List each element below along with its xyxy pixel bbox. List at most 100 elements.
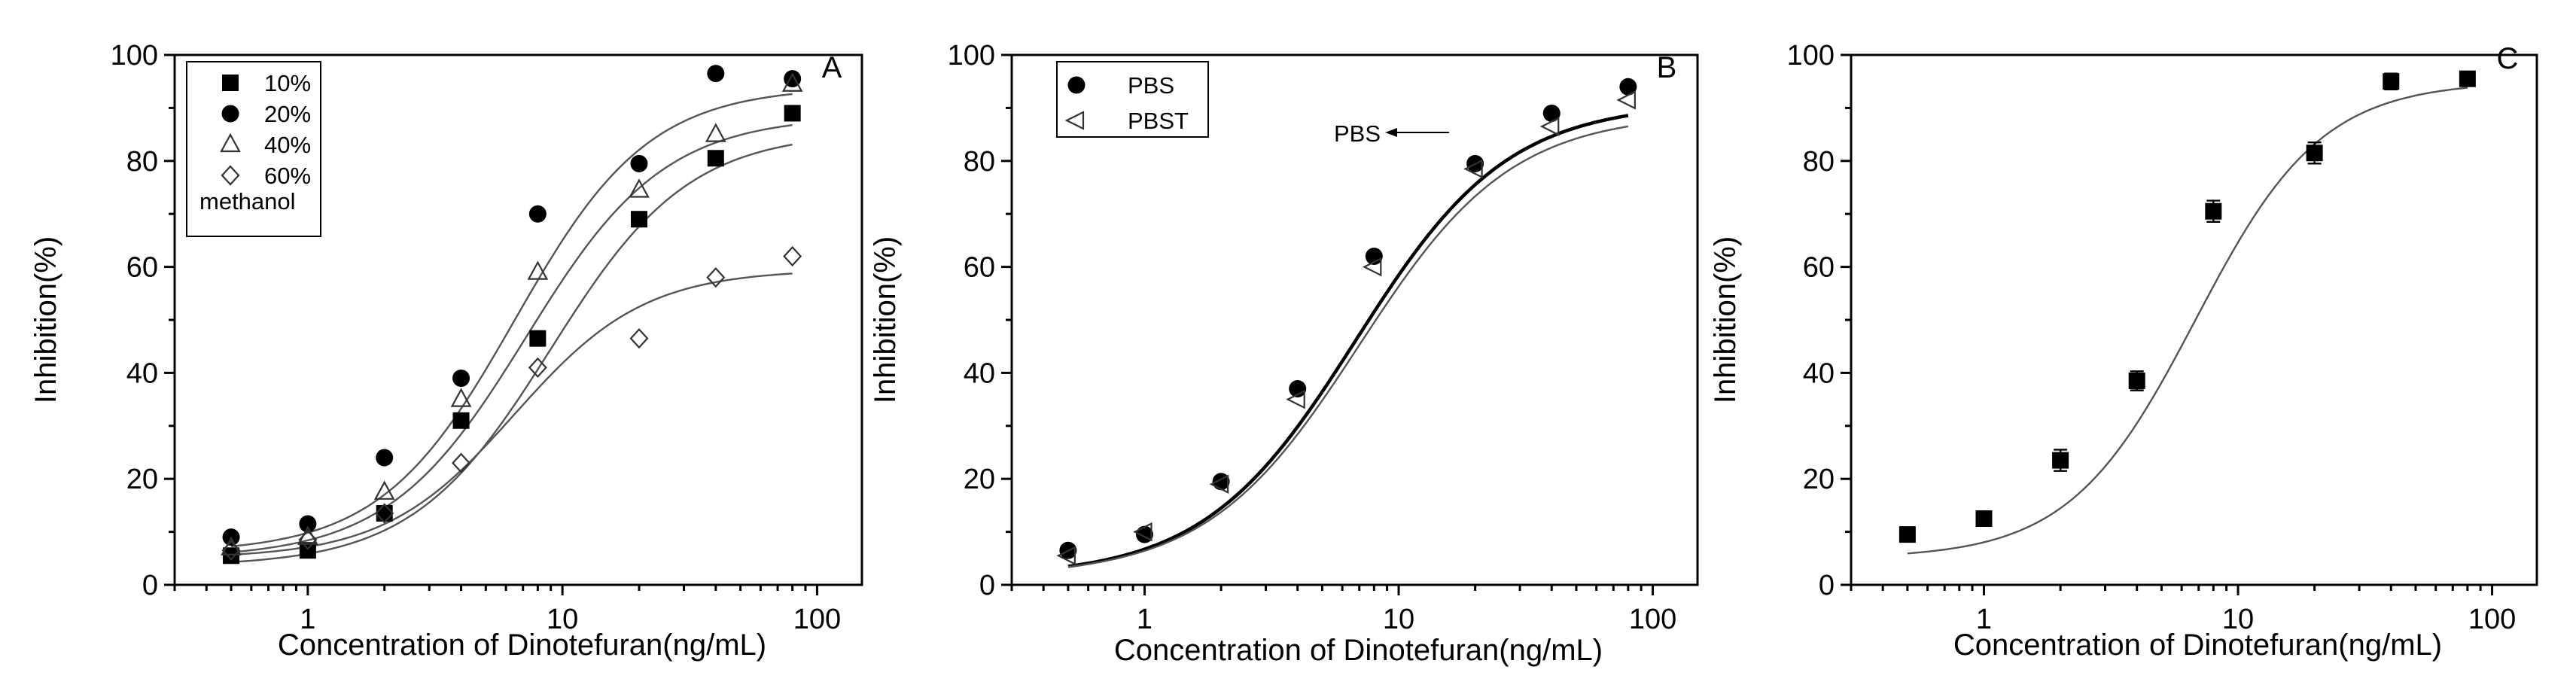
- data-point: [375, 503, 394, 524]
- data-point: [1463, 159, 1483, 179]
- data-point: [629, 328, 649, 349]
- legend-entry: 60%: [264, 163, 311, 189]
- y-tick-label: 100: [948, 40, 995, 72]
- data-point: [376, 449, 394, 467]
- data-point: [1616, 90, 1636, 110]
- data-point: [1542, 104, 1561, 122]
- legend-entry: 10%: [264, 70, 311, 96]
- y-tick-label: 80: [126, 146, 158, 178]
- data-point: [452, 369, 470, 387]
- x-tick-label: 1: [1976, 604, 1992, 635]
- data-point: [529, 330, 547, 347]
- data-point: [630, 211, 647, 228]
- y-axis-title: Inhibition(%): [29, 236, 62, 403]
- y-tick-label: 40: [1803, 358, 1835, 389]
- x-tick-label: 10: [1383, 604, 1414, 635]
- y-tick-label: 60: [1803, 252, 1835, 284]
- y-tick-label: 100: [1787, 40, 1835, 72]
- data-point: [705, 123, 726, 142]
- y-axis-title: Inhibition(%): [1709, 236, 1742, 403]
- data-point: [528, 205, 547, 223]
- data-point: [1362, 257, 1382, 277]
- y-tick-label: 0: [142, 570, 158, 601]
- x-tick-label: 100: [793, 604, 841, 635]
- panel-letter: A: [822, 51, 842, 84]
- data-point: [781, 72, 803, 92]
- data-point: [2052, 452, 2069, 469]
- panel-letter: B: [1657, 51, 1677, 84]
- fit-curve-pbs: [1067, 114, 1629, 568]
- fit-curve-10pct: [230, 143, 793, 563]
- data-point: [707, 65, 725, 83]
- x-tick-label: 1: [300, 604, 315, 635]
- data-point: [376, 504, 393, 522]
- data-point: [1286, 389, 1305, 409]
- data-point: [1539, 117, 1560, 136]
- x-tick-label: 10: [547, 604, 578, 635]
- y-tick-label: 60: [964, 252, 995, 284]
- fit-curve-40pct: [230, 124, 793, 553]
- y-tick-label: 0: [979, 570, 995, 601]
- y-tick-label: 60: [126, 252, 158, 284]
- data-point: [299, 542, 316, 559]
- x-axis-title: Concentration of Dinotefuran(ng/mL): [1114, 634, 1603, 667]
- annotation-arrowhead: [1385, 128, 1397, 137]
- data-point: [452, 452, 471, 473]
- data-point: [706, 267, 726, 288]
- data-point: [450, 388, 472, 407]
- fit-curve-mean: [1907, 87, 2468, 555]
- legend-box: [1056, 61, 1209, 138]
- data-point: [1899, 526, 1916, 543]
- y-tick-label: 40: [126, 358, 158, 389]
- panel-letter: C: [2497, 42, 2519, 75]
- y-axis-title: Inhibition(%): [869, 236, 902, 403]
- data-point: [784, 105, 801, 122]
- data-point: [373, 480, 395, 500]
- fit-curve-20pct: [230, 93, 793, 548]
- x-tick-label: 100: [2468, 604, 2516, 635]
- data-point: [1619, 78, 1637, 96]
- legend-entry: 20%: [264, 101, 311, 127]
- legend: 10% 20% 40% 60%methanol: [186, 61, 321, 237]
- data-point: [298, 529, 318, 550]
- data-point: [2205, 202, 2222, 220]
- annotation-label: PBS: [1334, 120, 1381, 147]
- x-tick-label: 100: [1629, 604, 1676, 635]
- fit-curve-60pct: [230, 272, 793, 556]
- legend-marker: [1067, 76, 1086, 94]
- chart-panel-a: 0 20 40 60 80 100 1 10 100 Concentration of Dinot…: [29, 40, 863, 662]
- y-tick-label: 40: [964, 358, 995, 389]
- data-point: [299, 515, 317, 533]
- data-point: [452, 412, 470, 429]
- legend-note: methanol: [199, 188, 296, 215]
- legend-marker: [1064, 111, 1085, 130]
- data-point: [2128, 372, 2145, 389]
- x-tick-label: 1: [1137, 604, 1153, 635]
- data-point: [629, 178, 650, 198]
- data-point: [221, 540, 241, 561]
- x-tick-label: 10: [2222, 604, 2254, 635]
- legend-marker: [221, 165, 240, 186]
- chart-panel-c: 0 20 40 60 80 100 1 10 100 Concentration of Dinot…: [1709, 40, 2538, 662]
- legend-box: [186, 61, 321, 237]
- legend-marker: [221, 105, 239, 123]
- data-point: [1975, 510, 1993, 527]
- data-point: [1056, 546, 1076, 566]
- y-tick-label: 20: [126, 464, 158, 495]
- fit-curve-pbst: [1067, 125, 1629, 568]
- data-point: [527, 260, 549, 280]
- legend: PBS PBST: [1056, 61, 1209, 138]
- y-tick-label: 0: [1819, 570, 1835, 601]
- data-point: [1133, 522, 1153, 542]
- x-axis-title: Concentration of Dinotefuran(ng/mL): [278, 628, 766, 662]
- legend-entry: PBS: [1128, 72, 1174, 99]
- data-point: [223, 547, 240, 565]
- data-point: [2459, 70, 2476, 87]
- data-point: [2306, 145, 2323, 162]
- chart-panel-b: 0 20 40 60 80 100 1 10 100 Concentration of Dinot…: [869, 40, 1699, 667]
- y-tick-label: 20: [964, 464, 995, 495]
- legend-marker: [220, 132, 241, 153]
- y-tick-label: 20: [1803, 464, 1835, 495]
- data-point: [783, 245, 802, 267]
